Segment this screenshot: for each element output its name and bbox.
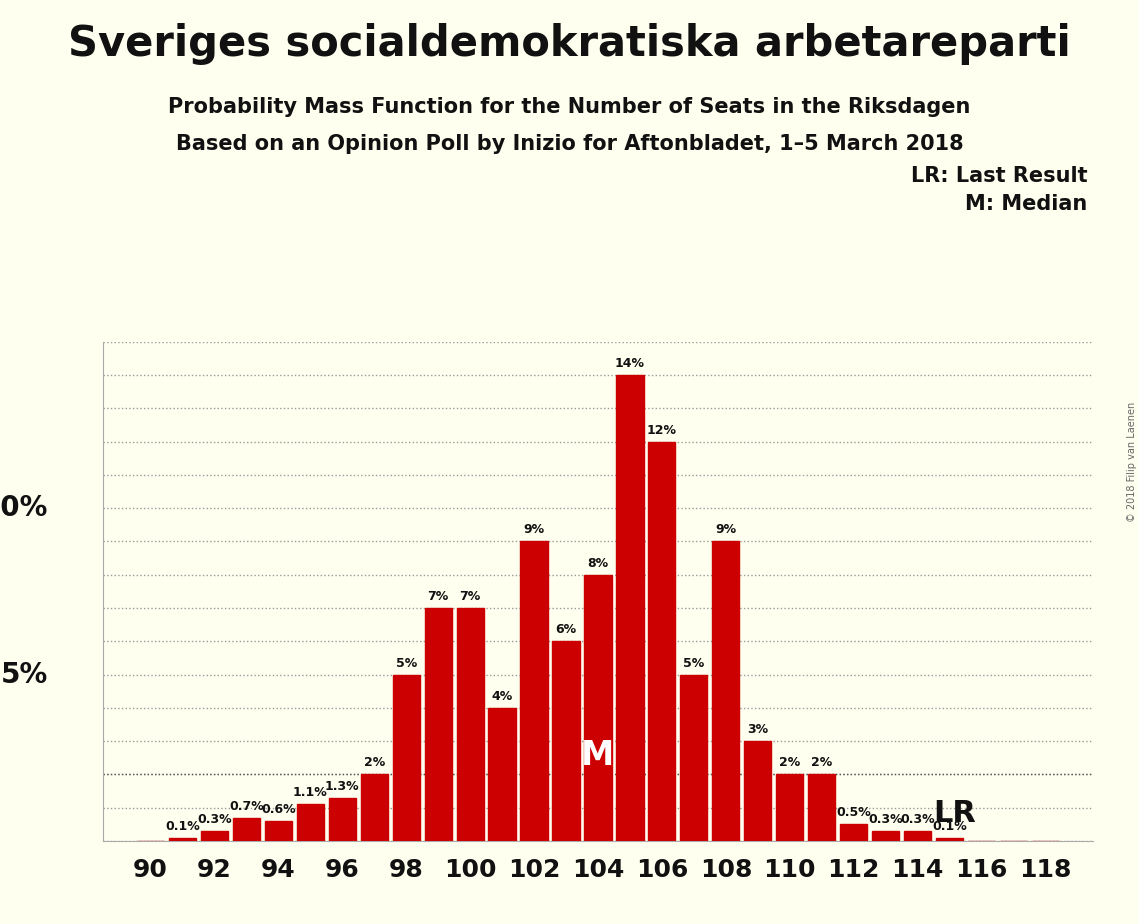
Bar <box>329 797 355 841</box>
Text: LR: LR <box>934 798 976 828</box>
Bar <box>232 818 260 841</box>
Bar <box>744 741 771 841</box>
Text: 9%: 9% <box>524 524 544 537</box>
Text: 2%: 2% <box>363 757 385 770</box>
Text: 9%: 9% <box>715 524 737 537</box>
Text: 0.1%: 0.1% <box>165 820 199 833</box>
Text: LR: Last Result: LR: Last Result <box>911 166 1088 187</box>
Bar <box>680 675 707 841</box>
Bar <box>904 831 932 841</box>
Bar <box>200 831 228 841</box>
Text: 5%: 5% <box>1 661 48 688</box>
Text: 14%: 14% <box>615 358 645 371</box>
Text: 10%: 10% <box>0 494 48 522</box>
Text: M: M <box>581 739 615 772</box>
Text: 2%: 2% <box>811 757 833 770</box>
Text: Based on an Opinion Poll by Inizio for Aftonbladet, 1–5 March 2018: Based on an Opinion Poll by Inizio for A… <box>175 134 964 154</box>
Bar <box>521 541 548 841</box>
Bar <box>616 375 644 841</box>
Bar <box>425 608 452 841</box>
Text: 1.3%: 1.3% <box>325 780 360 793</box>
Bar <box>393 675 420 841</box>
Text: 0.6%: 0.6% <box>261 803 296 816</box>
Bar <box>936 837 964 841</box>
Text: 0.3%: 0.3% <box>197 813 231 826</box>
Text: 7%: 7% <box>459 590 481 603</box>
Bar <box>872 831 900 841</box>
Text: M: Median: M: Median <box>966 194 1088 214</box>
Bar <box>776 774 803 841</box>
Bar <box>841 824 867 841</box>
Text: 0.1%: 0.1% <box>932 820 967 833</box>
Text: 0.3%: 0.3% <box>900 813 935 826</box>
Bar <box>264 821 292 841</box>
Text: 0.5%: 0.5% <box>836 807 871 820</box>
Text: Probability Mass Function for the Number of Seats in the Riksdagen: Probability Mass Function for the Number… <box>169 97 970 117</box>
Text: 1.1%: 1.1% <box>293 786 328 799</box>
Bar <box>489 708 516 841</box>
Text: Sveriges socialdemokratiska arbetareparti: Sveriges socialdemokratiska arbetarepart… <box>68 23 1071 65</box>
Text: 0.3%: 0.3% <box>868 813 903 826</box>
Text: © 2018 Filip van Laenen: © 2018 Filip van Laenen <box>1126 402 1137 522</box>
Bar <box>552 641 580 841</box>
Text: 2%: 2% <box>779 757 801 770</box>
Text: 5%: 5% <box>683 657 705 670</box>
Text: 12%: 12% <box>647 424 677 437</box>
Text: 8%: 8% <box>588 557 608 570</box>
Bar <box>361 774 387 841</box>
Text: 5%: 5% <box>395 657 417 670</box>
Bar <box>648 442 675 841</box>
Text: 3%: 3% <box>747 723 769 736</box>
Bar <box>169 837 196 841</box>
Bar <box>712 541 739 841</box>
Text: 6%: 6% <box>556 624 576 637</box>
Text: 4%: 4% <box>491 690 513 703</box>
Text: 0.7%: 0.7% <box>229 799 264 812</box>
Text: 7%: 7% <box>427 590 449 603</box>
Bar <box>584 575 612 841</box>
Bar <box>809 774 835 841</box>
Bar <box>457 608 484 841</box>
Bar <box>296 804 323 841</box>
